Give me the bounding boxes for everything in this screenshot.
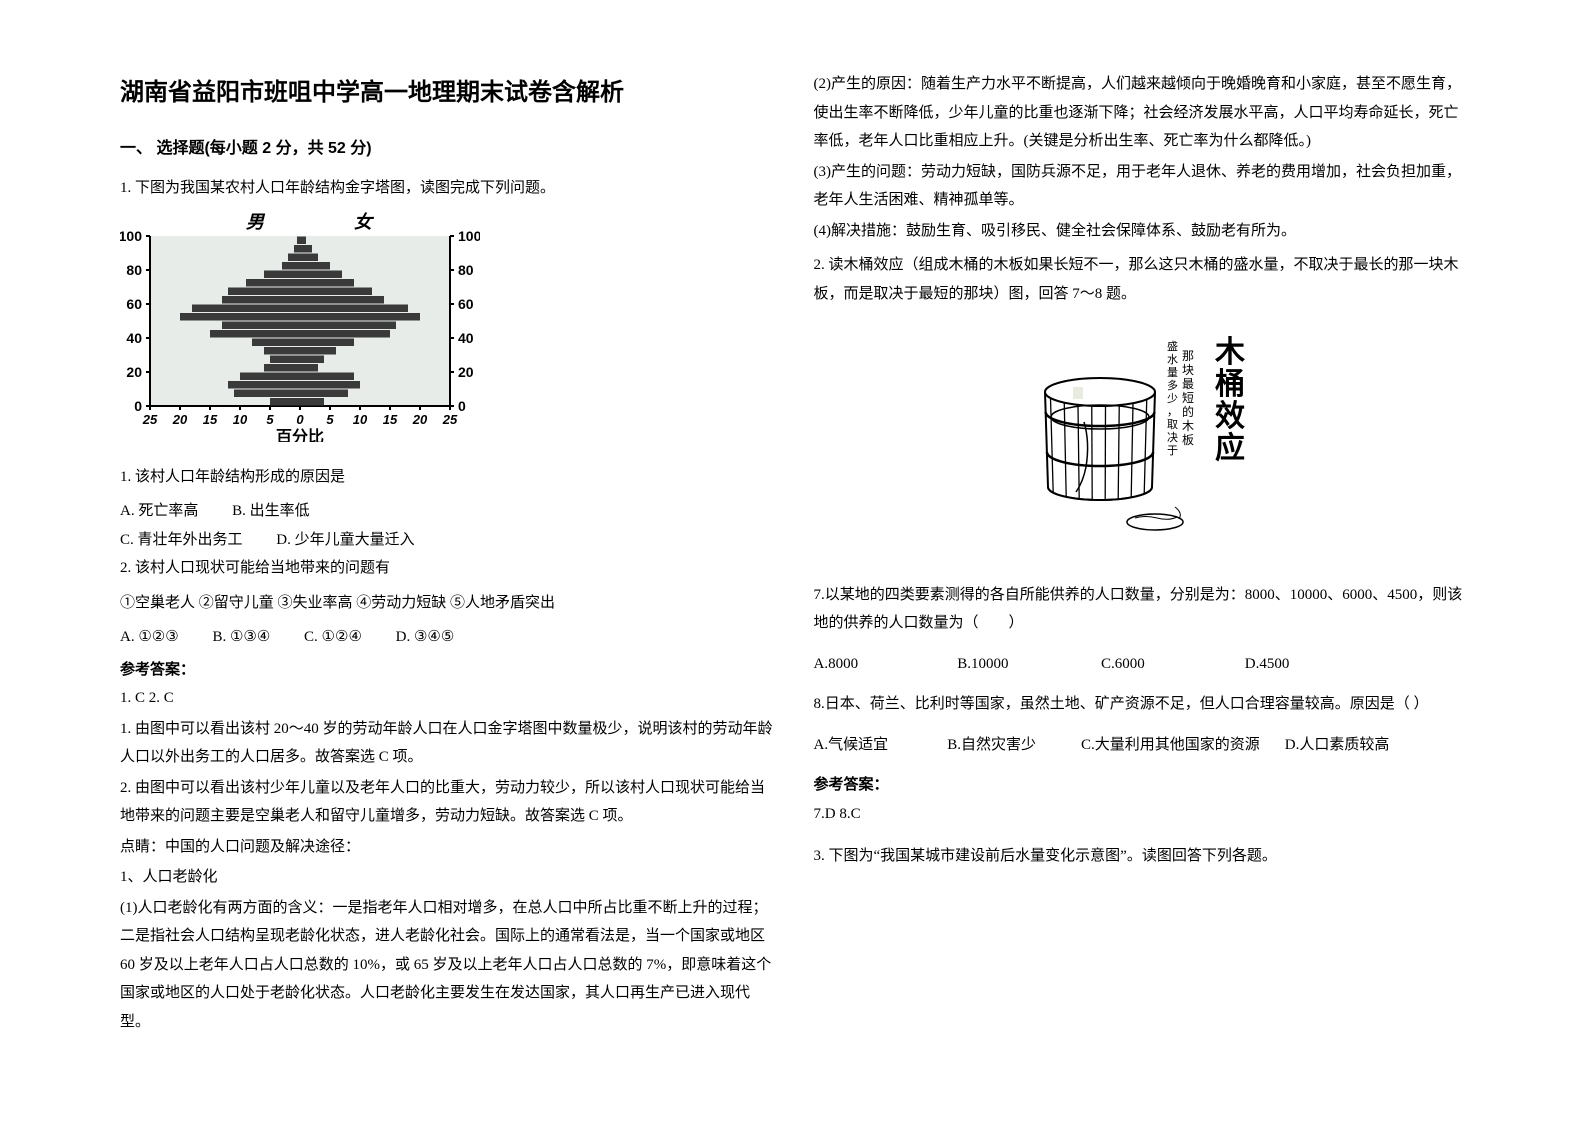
option-b: B.自然灾害少 <box>947 731 1077 760</box>
svg-text:男: 男 <box>246 212 266 232</box>
page-title: 湖南省益阳市班咀中学高一地理期末试卷含解析 <box>120 70 774 116</box>
svg-text:于: 于 <box>1167 445 1178 457</box>
svg-text:15: 15 <box>203 412 218 427</box>
q8: 8.日本、荷兰、比利时等国家，虽然土地、矿产资源不足，但人口合理容量较高。原因是… <box>814 690 1468 719</box>
col2-p2: (3)产生的问题：劳动力短缺，国防兵源不足，用于老年人退休、养老的费用增加，社会… <box>814 158 1468 215</box>
svg-text:25: 25 <box>142 412 158 427</box>
option-a: A.气候适宜 <box>814 731 944 760</box>
option-a: A. 死亡率高 <box>120 497 198 526</box>
q1-explain-2: 2. 由图中可以看出该村少年儿童以及老年人口的比重大，劳动力较少，所以该村人口现… <box>120 774 774 831</box>
option-a: A.8000 <box>814 650 954 679</box>
q1-explain-5: (1)人口老龄化有两方面的含义：一是指老年人口相对增多，在总人口中所占比重不断上… <box>120 894 774 1037</box>
q1-sub1-options: A. 死亡率高 B. 出生率低 <box>120 497 774 526</box>
option-c: C. 青壮年外出务工 <box>120 526 243 555</box>
q1-sub2-options: A. ①②③ B. ①③④ C. ①②④ D. ③④⑤ <box>120 623 774 652</box>
svg-text:最: 最 <box>1182 377 1194 391</box>
svg-text:0: 0 <box>458 398 466 414</box>
svg-text:80: 80 <box>126 262 142 278</box>
q1-explain-3: 点睛：中国的人口问题及解决途径： <box>120 833 774 862</box>
option-b: B. ①③④ <box>212 623 270 652</box>
barrel-diagram: 木桶效应那块最短的木板盛水量多少，取决于 <box>814 322 1468 563</box>
q1-sub2: 2. 该村人口现状可能给当地带来的问题有 <box>120 554 774 583</box>
svg-text:少: 少 <box>1167 392 1178 405</box>
svg-text:20: 20 <box>412 412 428 427</box>
svg-text:取: 取 <box>1167 418 1178 431</box>
svg-text:25: 25 <box>442 412 458 427</box>
option-b: B. 出生率低 <box>232 497 310 526</box>
svg-text:0: 0 <box>296 412 304 427</box>
q2-intro: 2. 读木桶效应（组成木桶的木板如果长短不一，那么这只木桶的盛水量，不取决于最长… <box>814 251 1468 308</box>
q1-answer: 1. C 2. C <box>120 684 774 713</box>
svg-text:效: 效 <box>1215 400 1245 433</box>
answer-label: 参考答案： <box>120 656 774 685</box>
q8-options: A.气候适宜 B.自然灾害少 C.大量利用其他国家的资源 D.人口素质较高 <box>814 731 1468 760</box>
svg-text:木: 木 <box>1214 336 1245 369</box>
option-c: C.大量利用其他国家的资源 <box>1081 731 1281 760</box>
option-d: D. ③④⑤ <box>396 623 455 652</box>
svg-text:量: 量 <box>1167 366 1178 379</box>
q1-sub1-options-2: C. 青壮年外出务工 D. 少年儿童大量迁入 <box>120 526 774 555</box>
right-column: (2)产生的原因：随着生产力水平不断提高，人们越来越倾向于晚婚晚育和小家庭，甚至… <box>794 70 1488 1082</box>
section-heading: 一、 选择题(每小题 2 分，共 52 分) <box>120 134 774 164</box>
col2-p1: (2)产生的原因：随着生产力水平不断提高，人们越来越倾向于晚婚晚育和小家庭，甚至… <box>814 70 1468 156</box>
svg-text:80: 80 <box>458 262 474 278</box>
option-d: D.人口素质较高 <box>1285 731 1390 760</box>
col2-p3: (4)解决措施：鼓励生育、吸引移民、健全社会保障体系、鼓励老有所为。 <box>814 217 1468 246</box>
q1-sub2-list: ①空巢老人 ②留守儿童 ③失业率高 ④劳动力短缺 ⑤人地矛盾突出 <box>120 589 774 618</box>
option-d: D.4500 <box>1245 650 1290 679</box>
svg-text:桶: 桶 <box>1215 368 1245 401</box>
svg-text:5: 5 <box>326 412 334 427</box>
svg-text:0: 0 <box>134 398 142 414</box>
svg-text:那: 那 <box>1182 349 1194 363</box>
svg-text:60: 60 <box>458 296 474 312</box>
svg-text:木: 木 <box>1182 419 1194 433</box>
svg-text:40: 40 <box>126 330 142 346</box>
svg-text:的: 的 <box>1182 404 1194 419</box>
option-c: C.6000 <box>1101 650 1241 679</box>
svg-text:短: 短 <box>1182 391 1194 405</box>
svg-text:15: 15 <box>383 412 398 427</box>
svg-text:百分比: 百分比 <box>276 428 324 442</box>
svg-text:盛: 盛 <box>1167 339 1178 353</box>
q7: 7.以某地的四类要素测得的各自所能供养的人口数量，分别是为：8000、10000… <box>814 581 1468 638</box>
svg-text:20: 20 <box>458 364 474 380</box>
option-d: D. 少年儿童大量迁入 <box>276 526 414 555</box>
svg-text:板: 板 <box>1182 433 1194 447</box>
svg-text:块: 块 <box>1182 363 1194 377</box>
svg-text:决: 决 <box>1167 431 1178 444</box>
svg-text:20: 20 <box>126 364 142 380</box>
q7-options: A.8000 B.10000 C.6000 D.4500 <box>814 650 1468 679</box>
svg-text:10: 10 <box>353 412 368 427</box>
population-pyramid-chart: 男 女 0 0 20 20 40 40 60 60 80 80 100 100 25 20 15 10 5 0 5 10 1… <box>120 212 774 453</box>
svg-text:10: 10 <box>233 412 248 427</box>
option-c: C. ①②④ <box>304 623 362 652</box>
svg-text:女: 女 <box>354 212 375 232</box>
svg-text:多: 多 <box>1167 378 1178 392</box>
option-b: B.10000 <box>957 650 1097 679</box>
q1-explain-1: 1. 由图中可以看出该村 20～40 岁的劳动年龄人口在人口金字塔图中数量极少，… <box>120 715 774 772</box>
q78-answer: 7.D 8.C <box>814 800 1468 829</box>
q1-sub1: 1. 该村人口年龄结构形成的原因是 <box>120 463 774 492</box>
svg-text:水: 水 <box>1167 353 1178 366</box>
answer-label-2: 参考答案： <box>814 771 1468 800</box>
q3-intro: 3. 下图为“我国某城市建设前后水量变化示意图”。读图回答下列各题。 <box>814 842 1468 871</box>
svg-text:20: 20 <box>172 412 188 427</box>
svg-text:应: 应 <box>1215 431 1245 465</box>
svg-text:，: ， <box>1167 406 1178 418</box>
svg-text:100: 100 <box>120 228 142 244</box>
svg-text:5: 5 <box>266 412 274 427</box>
option-a: A. ①②③ <box>120 623 179 652</box>
svg-text:40: 40 <box>458 330 474 346</box>
q1-intro: 1. 下图为我国某农村人口年龄结构金字塔图，读图完成下列问题。 <box>120 174 774 203</box>
svg-text:60: 60 <box>126 296 142 312</box>
q1-explain-4: 1、人口老龄化 <box>120 863 774 892</box>
left-column: 湖南省益阳市班咀中学高一地理期末试卷含解析 一、 选择题(每小题 2 分，共 5… <box>100 70 794 1082</box>
svg-text:100: 100 <box>458 228 480 244</box>
